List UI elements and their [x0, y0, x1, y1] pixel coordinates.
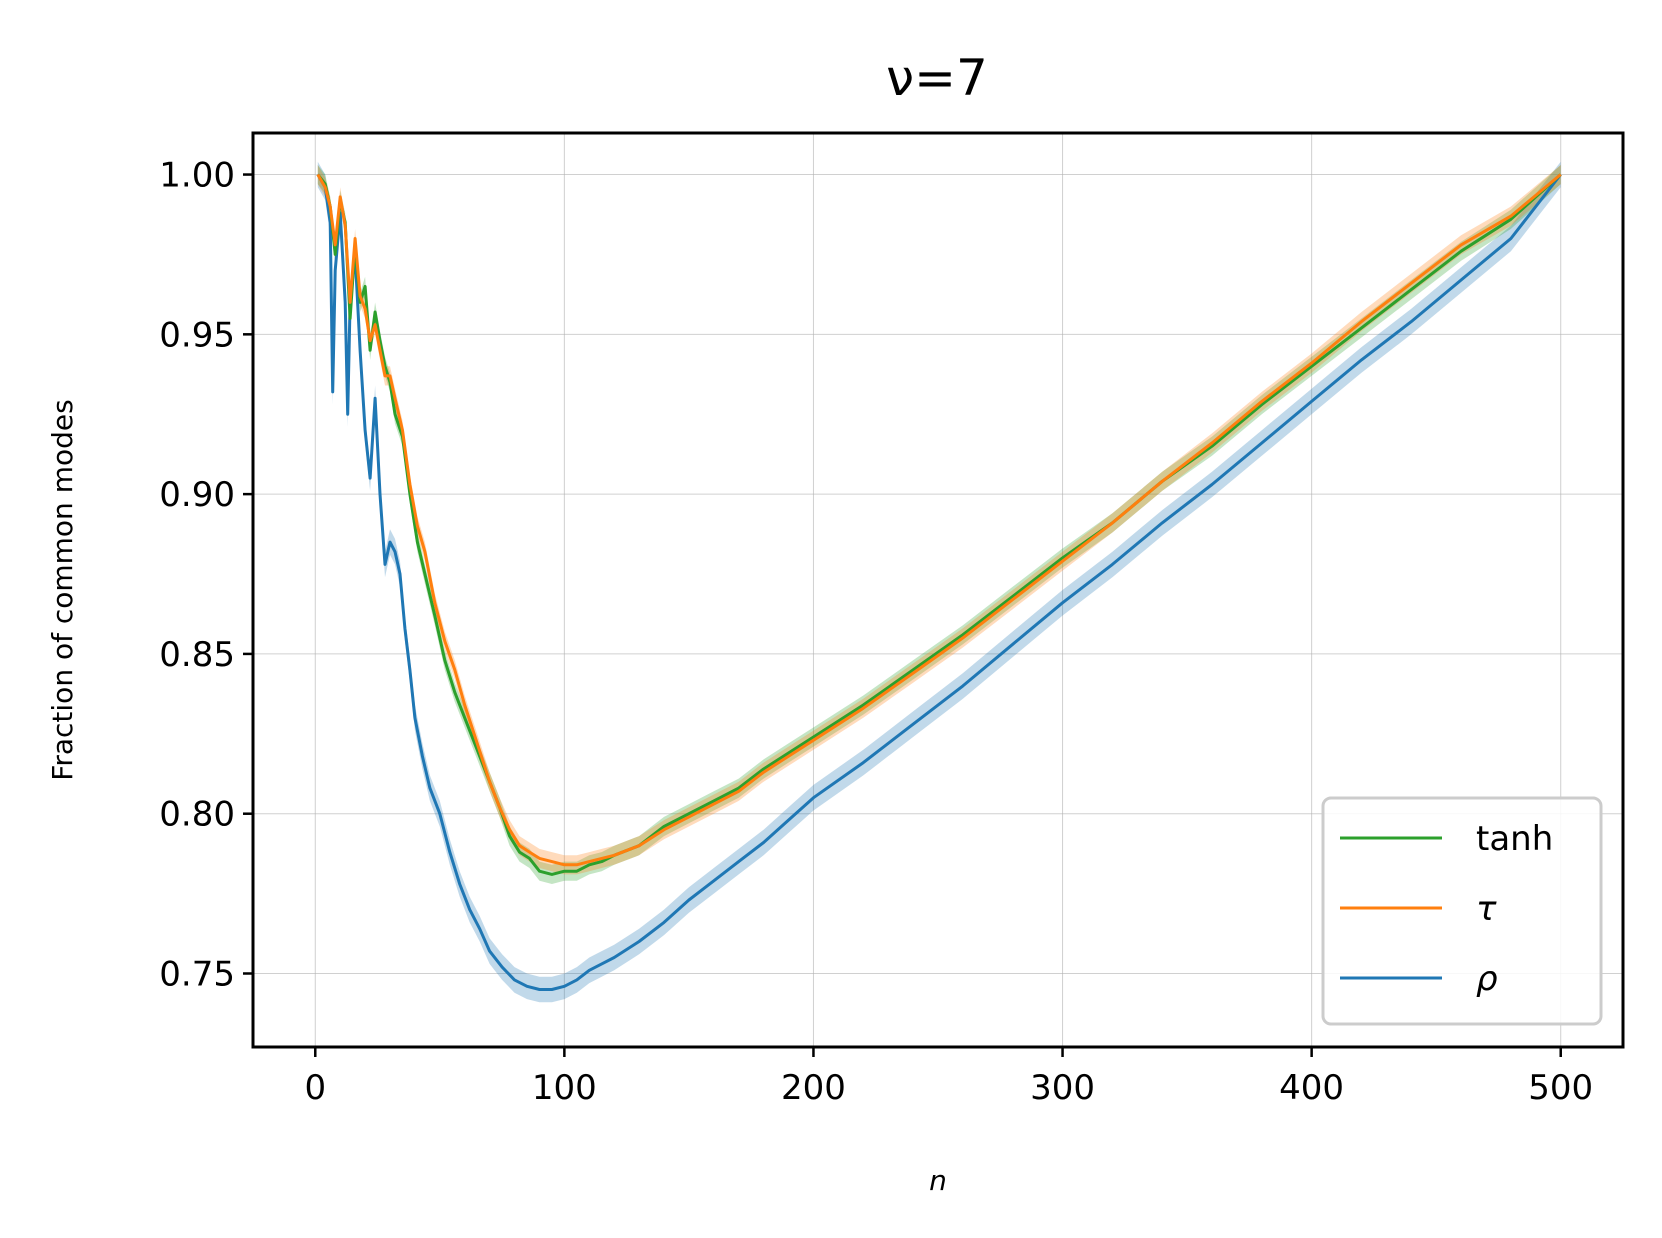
y-tick-label-0.95: 0.95: [159, 315, 235, 355]
series-line-ρ: [316, 173, 1562, 991]
x-axis-label: n: [929, 1164, 947, 1197]
legend-label-τ: τ: [1476, 889, 1497, 929]
plot-frame: [251, 131, 1625, 1049]
chart-title: ν=7: [886, 49, 988, 107]
x-tick-label-0: 0: [304, 1068, 326, 1108]
y-axis-label: Fraction of common modes: [46, 399, 79, 780]
y-tick-label-1.00: 1.00: [159, 156, 235, 196]
x-axis-ticks: 0 100 200 300 400 500: [304, 1047, 1593, 1108]
band-tanh: [317, 165, 1561, 884]
legend-label-tanh: tanh: [1476, 819, 1553, 859]
y-tick-label-0.90: 0.90: [159, 475, 235, 515]
series-lines: [316, 173, 1562, 991]
y-tick-label-0.80: 0.80: [159, 795, 235, 835]
legend-label-ρ: ρ: [1476, 959, 1498, 999]
x-tick-label-200: 200: [781, 1068, 846, 1108]
series-line-tanh: [316, 173, 1562, 876]
x-tick-label-500: 500: [1528, 1068, 1593, 1108]
x-tick-label-400: 400: [1279, 1068, 1344, 1108]
band-τ: [317, 165, 1561, 875]
y-tick-label-0.75: 0.75: [159, 954, 235, 994]
x-tick-label-300: 300: [1030, 1068, 1095, 1108]
x-tick-label-100: 100: [532, 1068, 597, 1108]
legend-box: [1321, 796, 1603, 1026]
y-tick-label-0.85: 0.85: [159, 635, 235, 675]
series-line-τ: [316, 173, 1562, 867]
y-axis-ticks: 0.75 0.80 0.85 0.90 0.95 1.00: [159, 156, 253, 994]
legend: tanh τρ: [1321, 796, 1603, 1026]
